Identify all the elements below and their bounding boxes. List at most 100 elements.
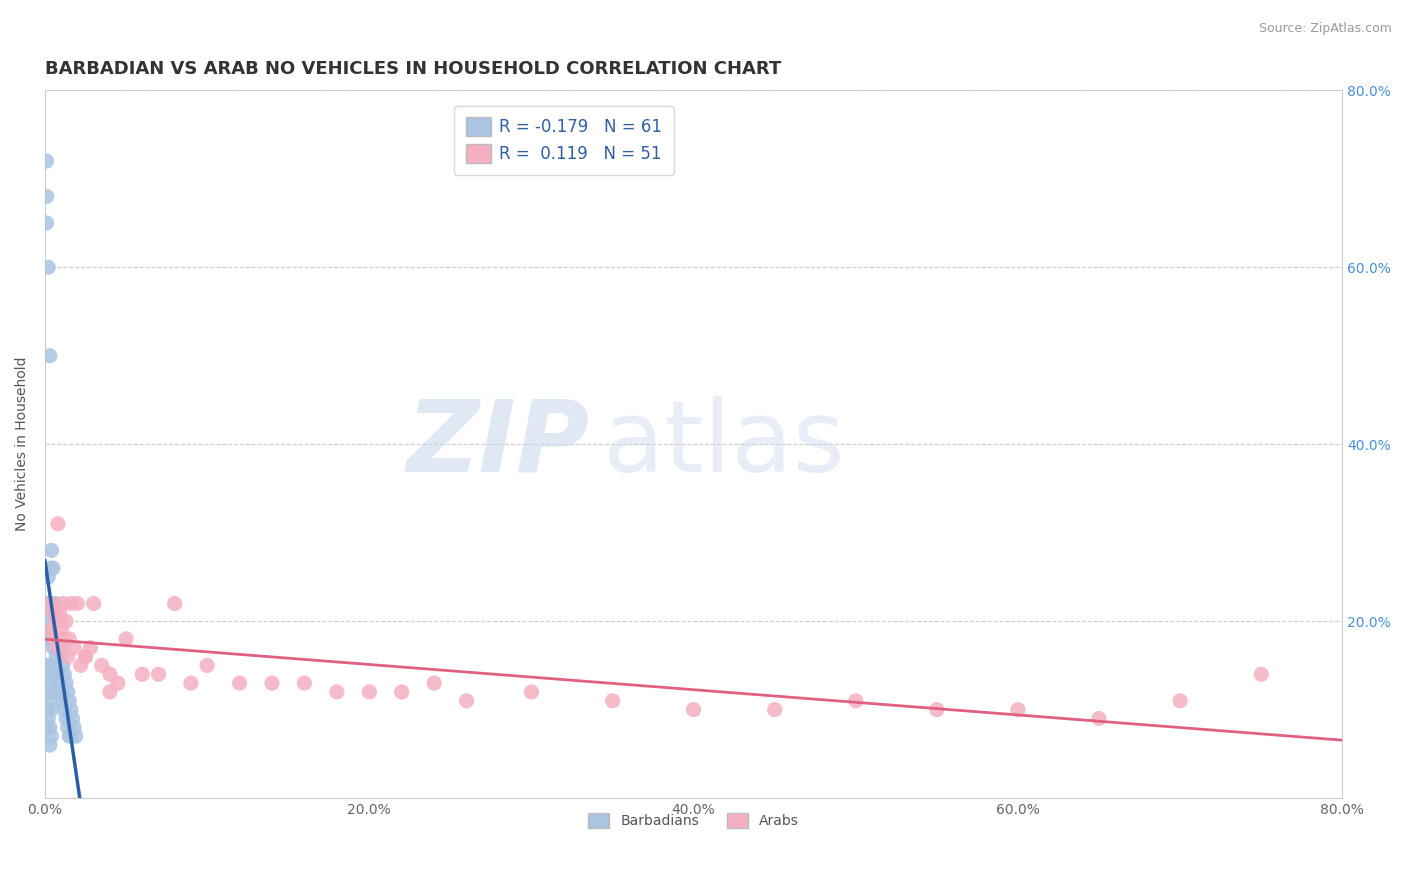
Point bbox=[35, 216, 58, 230]
Point bbox=[52, 597, 75, 611]
Point bbox=[115, 632, 138, 646]
Point bbox=[63, 720, 86, 734]
Point bbox=[45, 685, 67, 699]
Point bbox=[38, 658, 60, 673]
Text: Source: ZipAtlas.com: Source: ZipAtlas.com bbox=[1258, 22, 1392, 36]
Point bbox=[58, 632, 80, 646]
Point bbox=[41, 729, 63, 743]
Point bbox=[58, 694, 80, 708]
Point bbox=[55, 614, 77, 628]
Point bbox=[44, 632, 66, 646]
Point bbox=[75, 649, 97, 664]
Point bbox=[83, 597, 105, 611]
Point bbox=[35, 623, 58, 637]
Point bbox=[763, 703, 786, 717]
Point bbox=[41, 632, 63, 646]
Point bbox=[38, 738, 60, 752]
Point bbox=[63, 640, 86, 655]
Point bbox=[37, 685, 59, 699]
Point bbox=[682, 703, 704, 717]
Point bbox=[131, 667, 153, 681]
Point bbox=[48, 676, 70, 690]
Point bbox=[42, 605, 65, 619]
Point bbox=[326, 685, 349, 699]
Point bbox=[51, 649, 73, 664]
Point bbox=[163, 597, 186, 611]
Point bbox=[55, 711, 77, 725]
Point bbox=[1168, 694, 1191, 708]
Point bbox=[52, 658, 75, 673]
Point bbox=[520, 685, 543, 699]
Point bbox=[38, 597, 60, 611]
Point bbox=[42, 605, 65, 619]
Point bbox=[46, 516, 69, 531]
Point bbox=[46, 632, 69, 646]
Point bbox=[53, 667, 76, 681]
Text: BARBADIAN VS ARAB NO VEHICLES IN HOUSEHOLD CORRELATION CHART: BARBADIAN VS ARAB NO VEHICLES IN HOUSEHO… bbox=[45, 60, 782, 78]
Point bbox=[56, 685, 79, 699]
Point bbox=[98, 685, 121, 699]
Text: atlas: atlas bbox=[603, 396, 845, 492]
Point bbox=[359, 685, 381, 699]
Point bbox=[37, 597, 59, 611]
Point bbox=[45, 614, 67, 628]
Point bbox=[228, 676, 250, 690]
Point bbox=[44, 667, 66, 681]
Point bbox=[38, 632, 60, 646]
Point bbox=[107, 676, 129, 690]
Point bbox=[53, 703, 76, 717]
Point bbox=[44, 597, 66, 611]
Point bbox=[42, 561, 65, 575]
Point bbox=[35, 703, 58, 717]
Point bbox=[65, 729, 87, 743]
Point bbox=[46, 667, 69, 681]
Point bbox=[391, 685, 413, 699]
Point bbox=[59, 729, 82, 743]
Point bbox=[148, 667, 170, 681]
Point bbox=[35, 189, 58, 203]
Point bbox=[55, 676, 77, 690]
Point bbox=[45, 649, 67, 664]
Point bbox=[260, 676, 283, 690]
Point bbox=[51, 614, 73, 628]
Point bbox=[41, 543, 63, 558]
Point bbox=[37, 632, 59, 646]
Point bbox=[37, 711, 59, 725]
Point bbox=[845, 694, 868, 708]
Point bbox=[98, 667, 121, 681]
Point bbox=[294, 676, 316, 690]
Point bbox=[180, 676, 202, 690]
Point bbox=[42, 640, 65, 655]
Point bbox=[38, 720, 60, 734]
Point bbox=[41, 667, 63, 681]
Point bbox=[53, 632, 76, 646]
Point bbox=[195, 658, 218, 673]
Point bbox=[42, 685, 65, 699]
Point bbox=[56, 649, 79, 664]
Point bbox=[48, 605, 70, 619]
Point bbox=[925, 703, 948, 717]
Point bbox=[423, 676, 446, 690]
Point bbox=[35, 597, 58, 611]
Point bbox=[38, 561, 60, 575]
Point bbox=[1250, 667, 1272, 681]
Point bbox=[52, 694, 75, 708]
Point bbox=[35, 154, 58, 169]
Point bbox=[35, 720, 58, 734]
Point bbox=[66, 597, 89, 611]
Point bbox=[48, 640, 70, 655]
Point bbox=[69, 658, 91, 673]
Point bbox=[41, 703, 63, 717]
Point bbox=[38, 676, 60, 690]
Point bbox=[41, 597, 63, 611]
Point bbox=[90, 658, 112, 673]
Point bbox=[45, 614, 67, 628]
Point bbox=[79, 640, 101, 655]
Point bbox=[602, 694, 624, 708]
Point bbox=[62, 711, 84, 725]
Legend: Barbadians, Arabs: Barbadians, Arabs bbox=[583, 808, 804, 834]
Text: ZIP: ZIP bbox=[406, 396, 591, 492]
Point bbox=[41, 623, 63, 637]
Y-axis label: No Vehicles in Household: No Vehicles in Household bbox=[15, 357, 30, 532]
Point bbox=[38, 597, 60, 611]
